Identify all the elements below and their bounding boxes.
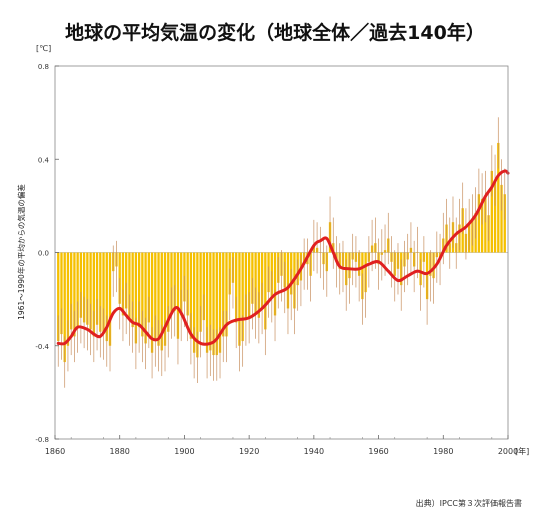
bar [196,252,199,358]
y-tick-label: 0.4 [38,156,50,164]
bar [493,180,497,253]
y-axis-label: 1961〜1990年の平均からの気温の偏差 [16,184,26,320]
bar [186,252,189,316]
bar [89,252,92,330]
smoothed-curve [56,169,510,346]
bar [497,142,500,253]
bar [273,252,277,316]
bar [254,252,257,314]
bar [63,252,66,363]
bar [480,198,484,253]
bar [154,252,157,342]
bar [238,252,241,346]
bar [286,252,290,309]
bar [102,252,105,335]
bar [235,252,238,323]
bar [105,252,108,342]
bar [86,252,89,325]
y-tick-label: -0.8 [35,436,49,444]
bar [70,252,73,330]
bar [215,252,218,356]
bar [82,252,86,323]
bar [176,252,180,339]
bar [260,252,264,309]
bar [192,252,196,353]
y-tick-label: 0.0 [38,250,49,258]
bar [66,252,70,346]
bar [218,252,222,353]
bar [160,252,163,351]
bar [170,252,173,314]
bar [163,252,167,346]
bar [484,196,487,253]
bar [205,252,209,353]
bar [137,252,141,328]
axes: 0.8 0.4 0.0 -0.4 -0.8 1860 1880 1900 1920 1940 196… [35,63,518,456]
x-unit-label: [年] [515,446,529,456]
bar [167,252,170,332]
chart-title: 地球の平均気温の変化（地球全体／過去140年） [65,22,485,44]
bar [209,252,212,351]
x-tick-label: 1860 [45,447,65,456]
x-tick-label: 1880 [110,447,130,456]
y-tick-label: 0.8 [38,63,49,71]
bar [180,252,183,316]
bar [108,252,112,346]
y-unit-label: [℃] [36,44,51,53]
x-tick-label: 2000 [498,447,518,456]
bar [173,252,176,311]
bar [490,170,493,253]
bar [225,252,228,337]
bar [503,194,506,253]
bar [121,252,125,316]
x-tick-label: 1900 [174,447,194,456]
bar [477,194,481,253]
bar [247,252,251,318]
x-tick-label: 1960 [368,447,388,456]
bar [157,252,160,346]
smoothed-line [56,169,510,346]
bar [125,252,128,309]
bar [144,252,147,344]
bar [150,252,154,353]
source-note: 出典）IPCC第３次評価報告書 [415,499,522,508]
bar [212,252,215,356]
bar [244,252,248,321]
bar [76,252,79,328]
x-tick-label: 1920 [239,447,259,456]
bar [57,252,60,342]
bar [99,252,102,332]
bar [264,252,267,330]
bar [79,252,83,318]
bar [202,252,206,321]
bar [147,252,151,323]
bar [199,252,202,332]
bar [92,252,95,337]
bar [128,252,131,321]
bar [73,252,76,337]
bar [257,252,261,318]
bar-series [57,117,506,388]
bar [500,184,503,253]
bar [222,252,225,337]
bar [131,252,134,328]
bar [60,252,63,335]
bar [241,252,244,342]
bar [134,252,138,344]
bar [95,252,99,325]
x-tick-label: 1980 [433,447,453,456]
bar [189,252,193,339]
bar [141,252,144,337]
y-tick-label: -0.4 [35,343,49,351]
x-tick-label: 1940 [304,447,324,456]
